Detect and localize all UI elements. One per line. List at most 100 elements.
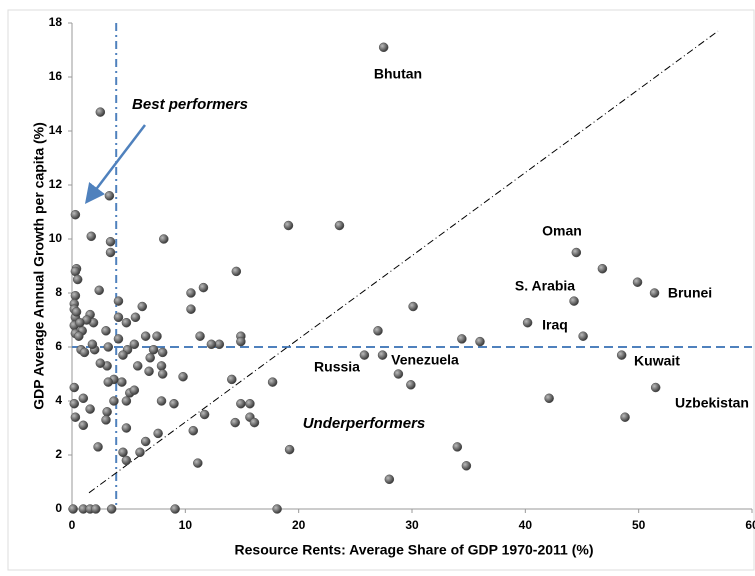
point bbox=[272, 504, 282, 514]
point bbox=[359, 350, 370, 360]
y-tick-label: 0 bbox=[55, 501, 62, 515]
point bbox=[186, 304, 196, 314]
point bbox=[153, 428, 163, 439]
point bbox=[544, 393, 554, 404]
point bbox=[105, 247, 116, 258]
point bbox=[188, 425, 199, 436]
point bbox=[267, 377, 278, 387]
point bbox=[378, 42, 389, 53]
point bbox=[249, 417, 260, 428]
x-tick-label: 20 bbox=[292, 518, 306, 532]
point bbox=[214, 339, 225, 350]
point bbox=[408, 301, 418, 312]
y-axis-title: GDP Average Annual Growth per capita (%) bbox=[31, 122, 47, 410]
point bbox=[145, 353, 155, 363]
point bbox=[70, 209, 81, 220]
point bbox=[650, 382, 661, 393]
point bbox=[109, 396, 119, 406]
point bbox=[159, 234, 169, 244]
point bbox=[452, 442, 463, 452]
point bbox=[384, 474, 395, 485]
y-tick-label: 6 bbox=[55, 339, 62, 353]
point bbox=[144, 366, 154, 377]
country-label: Venezuela bbox=[391, 352, 459, 368]
point bbox=[69, 398, 80, 409]
x-tick-label: 10 bbox=[179, 518, 193, 532]
point bbox=[199, 409, 210, 420]
point bbox=[105, 236, 116, 247]
point bbox=[72, 274, 83, 285]
point bbox=[94, 285, 104, 296]
point bbox=[169, 398, 179, 409]
chart-border bbox=[7, 9, 755, 571]
y-tick-label: 12 bbox=[49, 177, 63, 191]
x-axis-title: Resource Rents: Average Share of GDP 197… bbox=[235, 542, 594, 558]
point bbox=[113, 312, 124, 323]
point bbox=[227, 374, 237, 385]
point bbox=[69, 382, 80, 393]
point bbox=[193, 458, 203, 468]
point bbox=[170, 504, 180, 514]
point bbox=[393, 369, 404, 379]
point bbox=[135, 447, 145, 458]
point bbox=[113, 334, 124, 344]
point bbox=[457, 334, 467, 344]
point bbox=[206, 339, 217, 350]
point bbox=[140, 436, 151, 447]
point bbox=[101, 326, 111, 336]
point bbox=[632, 277, 643, 287]
point bbox=[157, 347, 168, 358]
point bbox=[236, 398, 246, 409]
point bbox=[74, 331, 84, 341]
point bbox=[569, 296, 579, 306]
country-label: S. Arabia bbox=[515, 278, 575, 294]
country-label: Brunei bbox=[668, 285, 712, 301]
point bbox=[86, 231, 97, 242]
point bbox=[79, 347, 90, 358]
point bbox=[522, 317, 533, 328]
point bbox=[373, 326, 383, 336]
point bbox=[121, 455, 132, 466]
point bbox=[121, 423, 132, 433]
point bbox=[130, 312, 141, 323]
point bbox=[620, 412, 630, 422]
point bbox=[475, 336, 485, 347]
point bbox=[597, 263, 608, 274]
point bbox=[140, 331, 151, 341]
point bbox=[78, 393, 89, 404]
country-label: Oman bbox=[542, 223, 582, 239]
point bbox=[334, 220, 345, 231]
point bbox=[117, 377, 127, 387]
point bbox=[377, 350, 388, 360]
point bbox=[106, 504, 117, 514]
point bbox=[129, 385, 140, 395]
point bbox=[91, 504, 101, 514]
x-tick-label: 30 bbox=[405, 518, 419, 532]
point bbox=[284, 444, 295, 455]
x-tick-label: 0 bbox=[69, 518, 76, 532]
point bbox=[103, 377, 114, 387]
point bbox=[137, 301, 148, 312]
x-tick-label: 40 bbox=[519, 518, 533, 532]
point bbox=[195, 331, 205, 341]
y-tick-label: 8 bbox=[55, 285, 62, 299]
point bbox=[461, 461, 472, 471]
point bbox=[616, 350, 627, 360]
y-tick-label: 4 bbox=[55, 393, 62, 407]
point bbox=[101, 415, 111, 425]
point bbox=[102, 407, 112, 417]
point bbox=[104, 191, 115, 201]
point bbox=[406, 380, 416, 390]
point bbox=[87, 339, 98, 350]
point bbox=[178, 371, 188, 382]
point bbox=[121, 396, 132, 406]
point bbox=[70, 290, 81, 301]
y-tick-label: 10 bbox=[49, 231, 63, 245]
point bbox=[93, 442, 103, 452]
y-tick-label: 18 bbox=[49, 15, 63, 29]
point bbox=[75, 317, 85, 328]
region-label: Best performers bbox=[132, 96, 248, 113]
point bbox=[578, 331, 588, 341]
country-label: Russia bbox=[314, 359, 360, 375]
